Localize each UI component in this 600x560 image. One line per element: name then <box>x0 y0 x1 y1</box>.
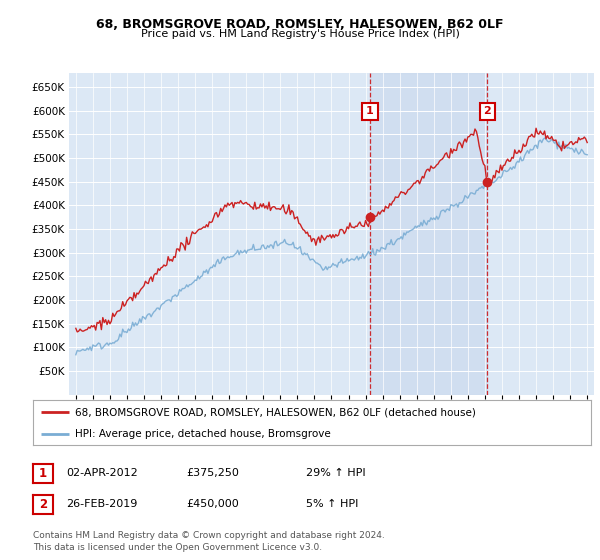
Text: 1: 1 <box>39 467 47 480</box>
Text: £375,250: £375,250 <box>186 468 239 478</box>
Text: 29% ↑ HPI: 29% ↑ HPI <box>306 468 365 478</box>
Text: 5% ↑ HPI: 5% ↑ HPI <box>306 499 358 509</box>
Text: 1: 1 <box>366 106 374 116</box>
Text: 2: 2 <box>39 498 47 511</box>
Text: HPI: Average price, detached house, Bromsgrove: HPI: Average price, detached house, Brom… <box>75 429 331 439</box>
Text: 2: 2 <box>484 106 491 116</box>
Text: 26-FEB-2019: 26-FEB-2019 <box>66 499 137 509</box>
Text: 02-APR-2012: 02-APR-2012 <box>66 468 138 478</box>
Text: Price paid vs. HM Land Registry's House Price Index (HPI): Price paid vs. HM Land Registry's House … <box>140 29 460 39</box>
Bar <box>370 73 487 395</box>
Text: Contains HM Land Registry data © Crown copyright and database right 2024.
This d: Contains HM Land Registry data © Crown c… <box>33 531 385 552</box>
Text: 68, BROMSGROVE ROAD, ROMSLEY, HALESOWEN, B62 0LF: 68, BROMSGROVE ROAD, ROMSLEY, HALESOWEN,… <box>96 18 504 31</box>
Text: 68, BROMSGROVE ROAD, ROMSLEY, HALESOWEN, B62 0LF (detached house): 68, BROMSGROVE ROAD, ROMSLEY, HALESOWEN,… <box>75 408 476 418</box>
Text: £450,000: £450,000 <box>186 499 239 509</box>
